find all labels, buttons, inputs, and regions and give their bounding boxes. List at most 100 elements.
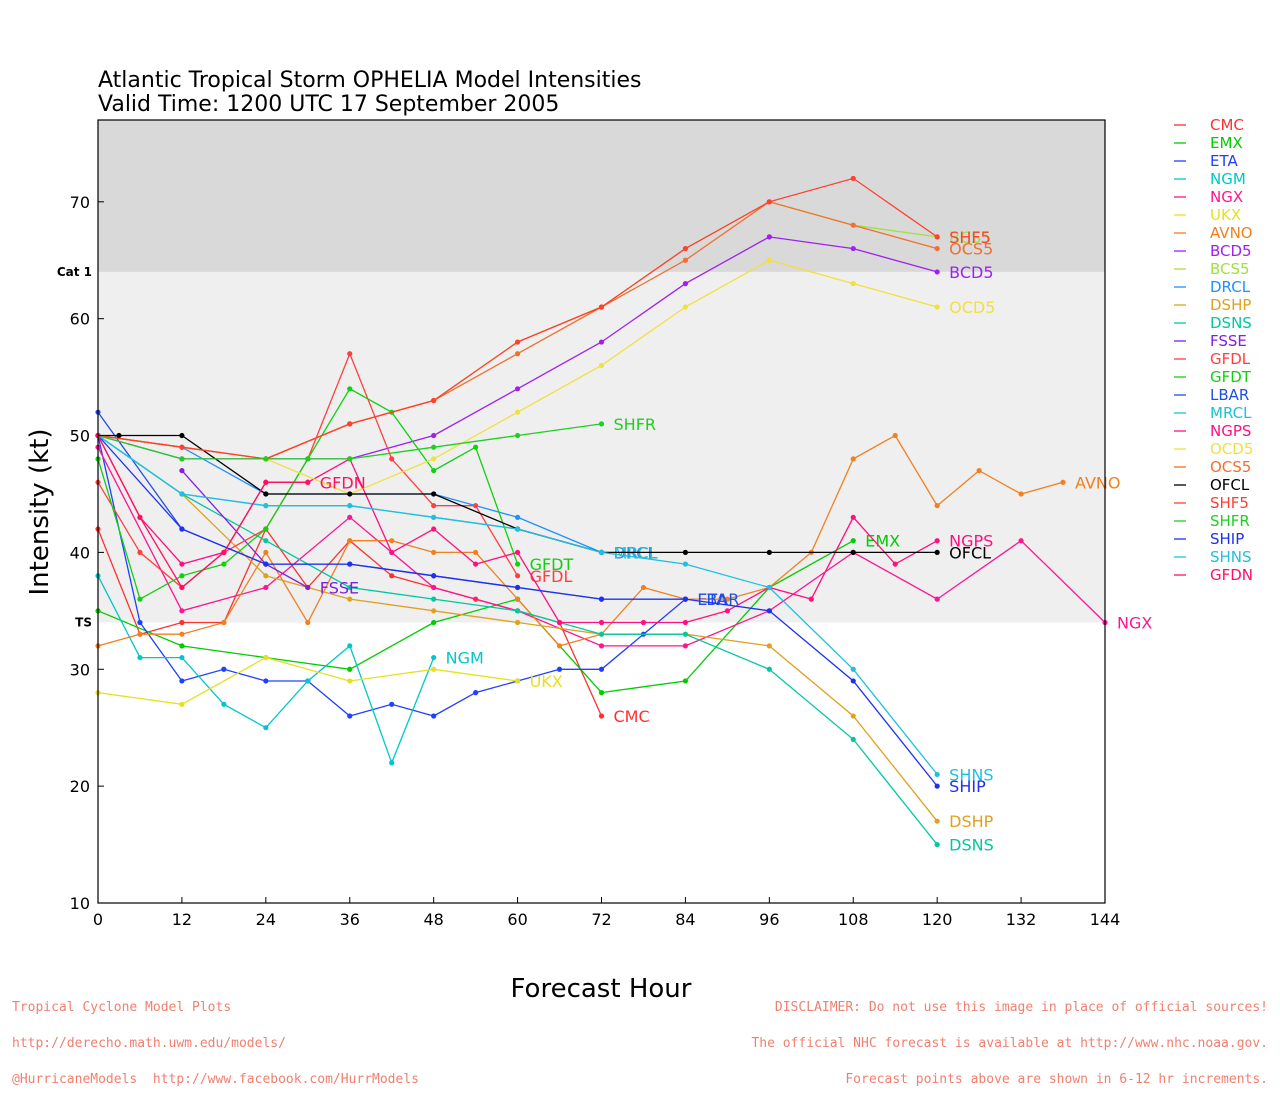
footer-credit-line: @HurricaneModels http://www.facebook.com… — [12, 1072, 419, 1087]
data-point — [598, 619, 605, 626]
x-tick-label: 120 — [922, 910, 953, 929]
y-axis-label: Intensity (kt) — [25, 429, 55, 596]
data-point — [598, 713, 605, 719]
data-point — [263, 526, 269, 532]
data-point — [934, 818, 940, 824]
footer-disclaimer-line: DISCLAIMER: Do not use this image in pla… — [774, 1000, 1268, 1015]
footer-disclaimer: DISCLAIMER: Do not use this image in pla… — [751, 978, 1268, 1098]
y-tick-label: 70 — [70, 193, 90, 212]
data-point — [850, 736, 856, 742]
series-end-label: NGX — [1117, 614, 1152, 633]
intensity-band — [98, 271, 1105, 623]
data-point — [347, 421, 353, 427]
data-point — [179, 608, 185, 614]
series-end-label: FSSE — [320, 578, 359, 597]
data-point — [179, 526, 185, 532]
data-point — [766, 234, 772, 240]
x-tick-label: 36 — [340, 910, 360, 929]
data-point — [347, 351, 353, 357]
series-end-label: DSHP — [949, 812, 994, 831]
data-point — [514, 386, 521, 392]
series-end-label: SHIP — [949, 777, 986, 796]
series-ukx: UKX — [95, 654, 563, 707]
data-point — [850, 222, 856, 228]
data-point — [389, 701, 395, 707]
data-point — [556, 619, 563, 626]
series-end-label: EMX — [865, 532, 900, 551]
data-point — [682, 596, 689, 602]
data-point — [514, 619, 521, 626]
legend-entry: SHFR — [1210, 512, 1250, 530]
series-end-label: SHF5 — [949, 228, 991, 247]
data-point — [724, 608, 730, 614]
series-end-label: NGM — [446, 649, 484, 668]
data-point — [934, 538, 940, 544]
data-point — [934, 269, 940, 275]
legend-entry: GFDT — [1210, 368, 1252, 386]
x-tick-label: 132 — [1006, 910, 1037, 929]
footer-disclaimer-line: Forecast points above are shown in 6-12 … — [845, 1072, 1268, 1087]
x-tick-label: 72 — [591, 910, 611, 929]
data-point — [179, 573, 185, 579]
legend-entry: DRCL — [1210, 278, 1251, 296]
series-end-label: LBAR — [697, 590, 739, 609]
data-point — [347, 514, 353, 520]
data-point — [431, 456, 437, 462]
data-point — [179, 456, 185, 462]
data-point — [263, 573, 269, 579]
data-point — [598, 596, 605, 602]
series-end-label: SHFR — [614, 415, 657, 434]
data-point — [682, 643, 689, 649]
data-point — [263, 584, 269, 591]
data-point — [598, 304, 605, 310]
x-tick-label: 84 — [675, 910, 695, 929]
data-point — [556, 666, 563, 672]
data-point — [934, 549, 940, 556]
series-end-label: GFDN — [320, 473, 366, 492]
data-point — [598, 362, 605, 369]
legend-entry: NGPS — [1210, 422, 1251, 440]
data-point — [347, 596, 353, 602]
series-line — [97, 435, 308, 589]
data-point — [431, 491, 437, 497]
footer-credits: Tropical Cyclone Model Plots http://dere… — [12, 978, 419, 1098]
data-point — [179, 619, 185, 626]
data-point — [514, 584, 521, 591]
series-line — [98, 434, 938, 554]
legend: CMCEMXETANGMNGXUKXAVNOBCD5BCS5DRCLDSHPDS… — [1174, 116, 1253, 584]
data-point — [514, 561, 521, 567]
data-point — [640, 584, 647, 591]
data-point — [850, 678, 856, 684]
data-point — [934, 783, 940, 789]
data-point — [347, 538, 353, 544]
data-point — [514, 573, 521, 579]
data-point — [682, 631, 689, 637]
data-point — [137, 596, 143, 602]
data-point — [850, 549, 856, 556]
series-end-label: OCD5 — [949, 298, 995, 317]
data-point — [1018, 538, 1024, 544]
data-point — [137, 654, 143, 661]
data-point — [850, 538, 856, 544]
data-point — [305, 619, 311, 626]
x-tick-label: 60 — [507, 910, 527, 929]
data-point — [431, 526, 437, 532]
data-point — [598, 631, 605, 637]
data-point — [766, 643, 772, 649]
legend-entry: SHIP — [1210, 530, 1244, 548]
data-point — [263, 654, 269, 661]
legend-entry: ETA — [1210, 152, 1238, 170]
data-point — [179, 491, 185, 497]
data-point — [221, 561, 227, 567]
series-layer: CMCEMXETANGMNGXUKXAVNOBCD5BCS5DRCLDSHPDS… — [95, 175, 1152, 855]
data-point — [347, 386, 353, 392]
x-tick-label: 108 — [838, 910, 869, 929]
data-point — [934, 503, 940, 509]
legend-entry: CMC — [1210, 116, 1244, 134]
chart-subtitle: Valid Time: 1200 UTC 17 September 2005 — [98, 92, 559, 117]
y-tick-label: 30 — [70, 660, 90, 679]
legend-entry: DSHP — [1210, 296, 1251, 314]
series-end-label: OCS5 — [949, 240, 993, 259]
data-point — [263, 561, 269, 567]
legend-entry: SHNS — [1210, 548, 1252, 566]
